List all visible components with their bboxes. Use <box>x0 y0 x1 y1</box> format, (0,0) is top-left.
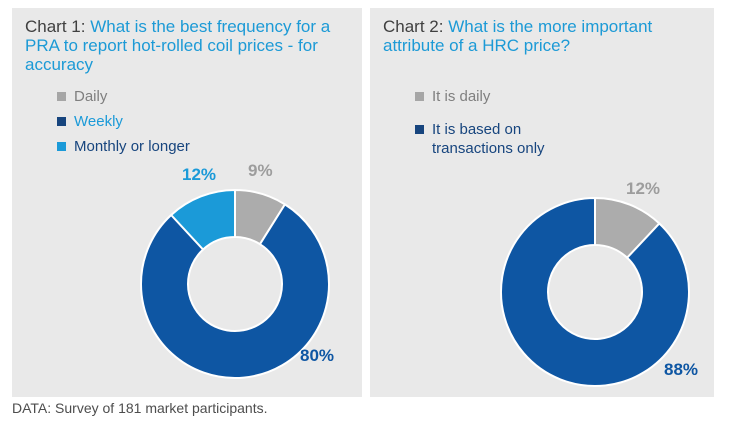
chart2-title: Chart 2: What is the more important attr… <box>383 17 697 55</box>
chart2-panel: Chart 2: What is the more important attr… <box>370 8 714 397</box>
donut-slice-weekly <box>140 203 330 379</box>
chart1-legend: Daily Weekly Monthly or longer <box>57 87 190 162</box>
donut-slice-monthly-or-longer <box>170 189 236 251</box>
legend-label-weekly: Weekly <box>74 113 123 130</box>
legend-item-weekly: Weekly <box>57 112 190 131</box>
chart2-daily-value-label: 12% <box>626 179 661 198</box>
legend-label-it-is-daily: It is daily <box>432 88 491 105</box>
daily-swatch-icon <box>57 92 66 101</box>
weekly-swatch-icon <box>57 117 66 126</box>
chart2-title-prefix: Chart 2: <box>383 17 449 36</box>
donut-slice-it-is-based-on-transactions-only <box>500 197 690 387</box>
legend-label-transactions-only: It is based on transactions only <box>432 121 545 157</box>
chart2-donut <box>500 197 690 387</box>
legend-label-daily: Daily <box>74 88 108 105</box>
transactions-only-swatch-icon <box>415 125 424 134</box>
chart1-monthly-value-label: 12% <box>182 165 217 184</box>
legend-label-monthly-or-longer: Monthly or longer <box>74 138 190 155</box>
chart1-daily-value-label: 9% <box>248 161 273 180</box>
chart1-panel: Chart 1: What is the best frequency for … <box>12 8 362 397</box>
monthly-swatch-icon <box>57 142 66 151</box>
legend-item-daily: Daily <box>57 87 190 106</box>
chart1-donut <box>140 189 330 379</box>
legend-item-transactions-only: It is based on transactions only <box>415 120 582 158</box>
chart2-transactions-value-label: 88% <box>664 360 699 379</box>
chart2-title-question: What is the more important attribute of … <box>383 17 653 55</box>
chart1-title: Chart 1: What is the best frequency for … <box>25 17 357 74</box>
chart2-legend: It is daily It is based on transactions … <box>415 87 582 172</box>
legend-item-monthly-or-longer: Monthly or longer <box>57 137 190 156</box>
chart1-title-question: What is the best frequency for a PRA to … <box>25 17 331 74</box>
legend-item-it-is-daily: It is daily <box>415 87 582 106</box>
data-source-note: DATA: Survey of 181 market participants. <box>12 400 268 416</box>
chart1-title-prefix: Chart 1: <box>25 17 91 36</box>
chart1-weekly-value-label: 80% <box>300 346 335 365</box>
it-is-daily-swatch-icon <box>415 92 424 101</box>
